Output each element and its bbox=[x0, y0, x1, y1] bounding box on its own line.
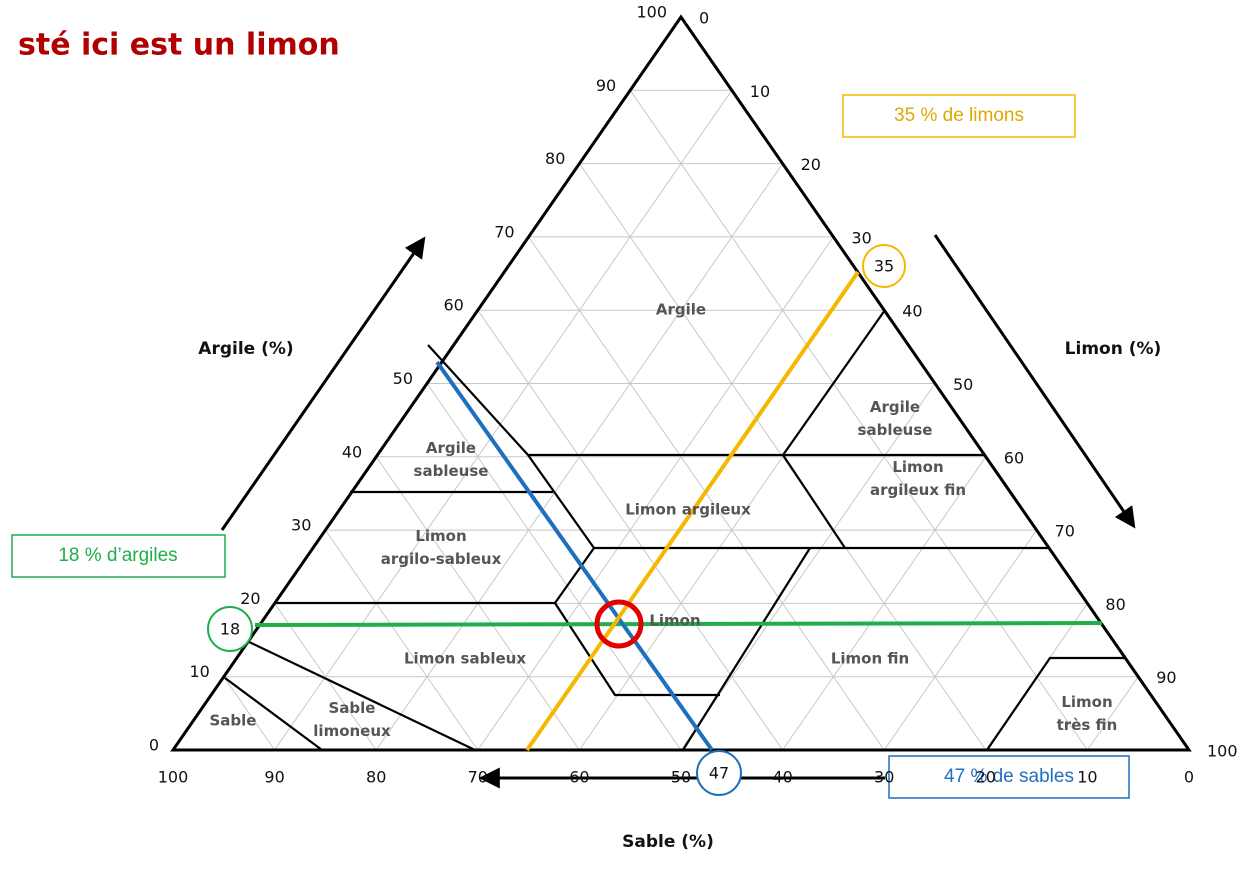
limon-tick-label: 90 bbox=[1156, 668, 1176, 687]
region-label: Limon sableux bbox=[404, 650, 526, 668]
region-label: Sable bbox=[329, 699, 376, 717]
sable-tick-label: 100 bbox=[158, 768, 189, 787]
grid-line bbox=[629, 90, 1088, 751]
argile-tick-label: 30 bbox=[291, 516, 311, 535]
limon-tick-label: 60 bbox=[1004, 448, 1024, 467]
grid-line bbox=[883, 529, 1038, 751]
grid-line bbox=[680, 383, 936, 751]
grid-line bbox=[578, 163, 987, 751]
limon-axis-label: Limon (%) bbox=[1065, 339, 1162, 359]
region-label: limoneux bbox=[313, 722, 391, 740]
limon-tick-label: 70 bbox=[1055, 522, 1075, 541]
sable-circle-text: 47 bbox=[709, 764, 729, 783]
region-label: Argile bbox=[426, 439, 476, 457]
grid-line bbox=[1086, 676, 1139, 751]
sable-axis-label: Sable (%) bbox=[622, 832, 714, 852]
sable-tick-label: 0 bbox=[1184, 768, 1194, 787]
argile-tick-label: 20 bbox=[240, 589, 260, 608]
grid-line bbox=[477, 236, 834, 751]
argile-tick-label: 10 bbox=[189, 662, 209, 681]
region-label: Limon fin bbox=[831, 650, 909, 668]
region-label: argileux fin bbox=[870, 481, 966, 499]
sable-tick-label: 90 bbox=[264, 768, 284, 787]
limon-tick-label: 40 bbox=[902, 302, 922, 321]
argile-tick-label: 0 bbox=[149, 736, 159, 755]
grid-line bbox=[477, 309, 784, 751]
sable-tick-label: 40 bbox=[772, 768, 792, 787]
argile-box bbox=[11, 534, 226, 578]
limon-line bbox=[525, 270, 860, 752]
sable-tick-label: 70 bbox=[468, 768, 488, 787]
region-label: Limon bbox=[415, 527, 466, 545]
argile-tick-label: 50 bbox=[393, 369, 413, 388]
limon-tick-label: 30 bbox=[851, 228, 871, 247]
argile-box-text: 18 % d’argiles bbox=[58, 545, 177, 566]
sable-tick-label: 50 bbox=[671, 768, 691, 787]
region-label: argilo-sableux bbox=[381, 550, 502, 568]
grid-line bbox=[426, 383, 682, 751]
argile-line bbox=[254, 621, 1103, 627]
argile-tick-label: 100 bbox=[636, 3, 667, 22]
region-label: Limon bbox=[649, 612, 700, 630]
sable-tick-label: 30 bbox=[874, 768, 894, 787]
argile-tick-label: 40 bbox=[342, 442, 362, 461]
triangle bbox=[170, 14, 1192, 752]
limon-box-text: 35 % de limons bbox=[894, 105, 1024, 126]
grid-line bbox=[223, 676, 276, 751]
region-label: très fin bbox=[1057, 716, 1118, 734]
sable-tick-label: 20 bbox=[976, 768, 996, 787]
limon-tick-label: 50 bbox=[953, 375, 973, 394]
argile-tick-label: 60 bbox=[443, 296, 463, 315]
region-label: sableuse bbox=[414, 462, 489, 480]
argile-axis-label: Argile (%) bbox=[198, 339, 293, 359]
argile-circle-text: 18 bbox=[220, 620, 240, 639]
limon-box bbox=[842, 94, 1076, 138]
limon-circle-text: 35 bbox=[874, 257, 894, 276]
region-label: Sable bbox=[210, 712, 257, 730]
argile-tick-label: 80 bbox=[545, 149, 565, 168]
limon-tick-label: 0 bbox=[699, 9, 709, 28]
grid-line bbox=[324, 529, 479, 751]
limon-tick-label: 10 bbox=[750, 82, 770, 101]
argile-tick-label: 90 bbox=[596, 76, 616, 95]
argile-tick-label: 70 bbox=[494, 222, 514, 241]
intersection bbox=[594, 599, 644, 649]
sable-box bbox=[888, 755, 1130, 799]
argile-circle bbox=[207, 606, 253, 652]
limon-arrow bbox=[933, 234, 1136, 529]
limon-tick-label: 20 bbox=[801, 155, 821, 174]
sable-tick-label: 60 bbox=[569, 768, 589, 787]
region-label: Limon bbox=[1061, 693, 1112, 711]
limon-circle bbox=[862, 244, 906, 288]
limon-tick-label: 100 bbox=[1207, 742, 1238, 761]
sable-tick-label: 80 bbox=[366, 768, 386, 787]
grid-line bbox=[274, 603, 377, 751]
grid-line bbox=[274, 90, 733, 751]
region-boundaries bbox=[224, 309, 1125, 751]
sable-circle bbox=[696, 750, 742, 796]
region-label: sableuse bbox=[858, 421, 933, 439]
argile-arrow bbox=[220, 236, 426, 531]
region-label: Limon bbox=[892, 458, 943, 476]
region-label: Argile bbox=[656, 301, 706, 319]
sable-tick-label: 10 bbox=[1077, 768, 1097, 787]
sable-box-text: 47 % de sables bbox=[944, 766, 1074, 787]
title: sté ici est un limon bbox=[18, 28, 340, 63]
sable-line bbox=[435, 360, 714, 752]
region-label: Limon argileux bbox=[625, 501, 751, 519]
region-label: Argile bbox=[870, 398, 920, 416]
limon-tick-label: 80 bbox=[1105, 595, 1125, 614]
